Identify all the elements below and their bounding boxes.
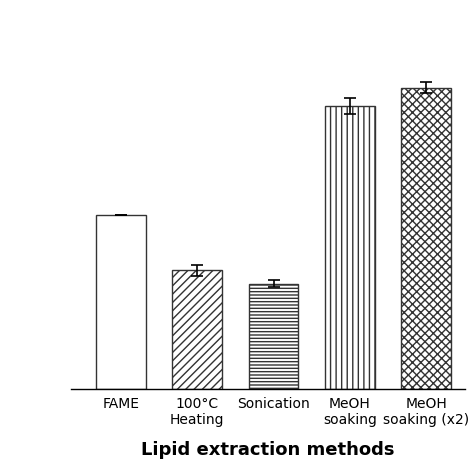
Bar — [325, 106, 375, 389]
Bar — [173, 270, 222, 389]
Bar — [249, 284, 298, 389]
Bar — [96, 215, 146, 389]
Bar — [401, 88, 451, 389]
X-axis label: Lipid extraction methods: Lipid extraction methods — [141, 441, 394, 459]
